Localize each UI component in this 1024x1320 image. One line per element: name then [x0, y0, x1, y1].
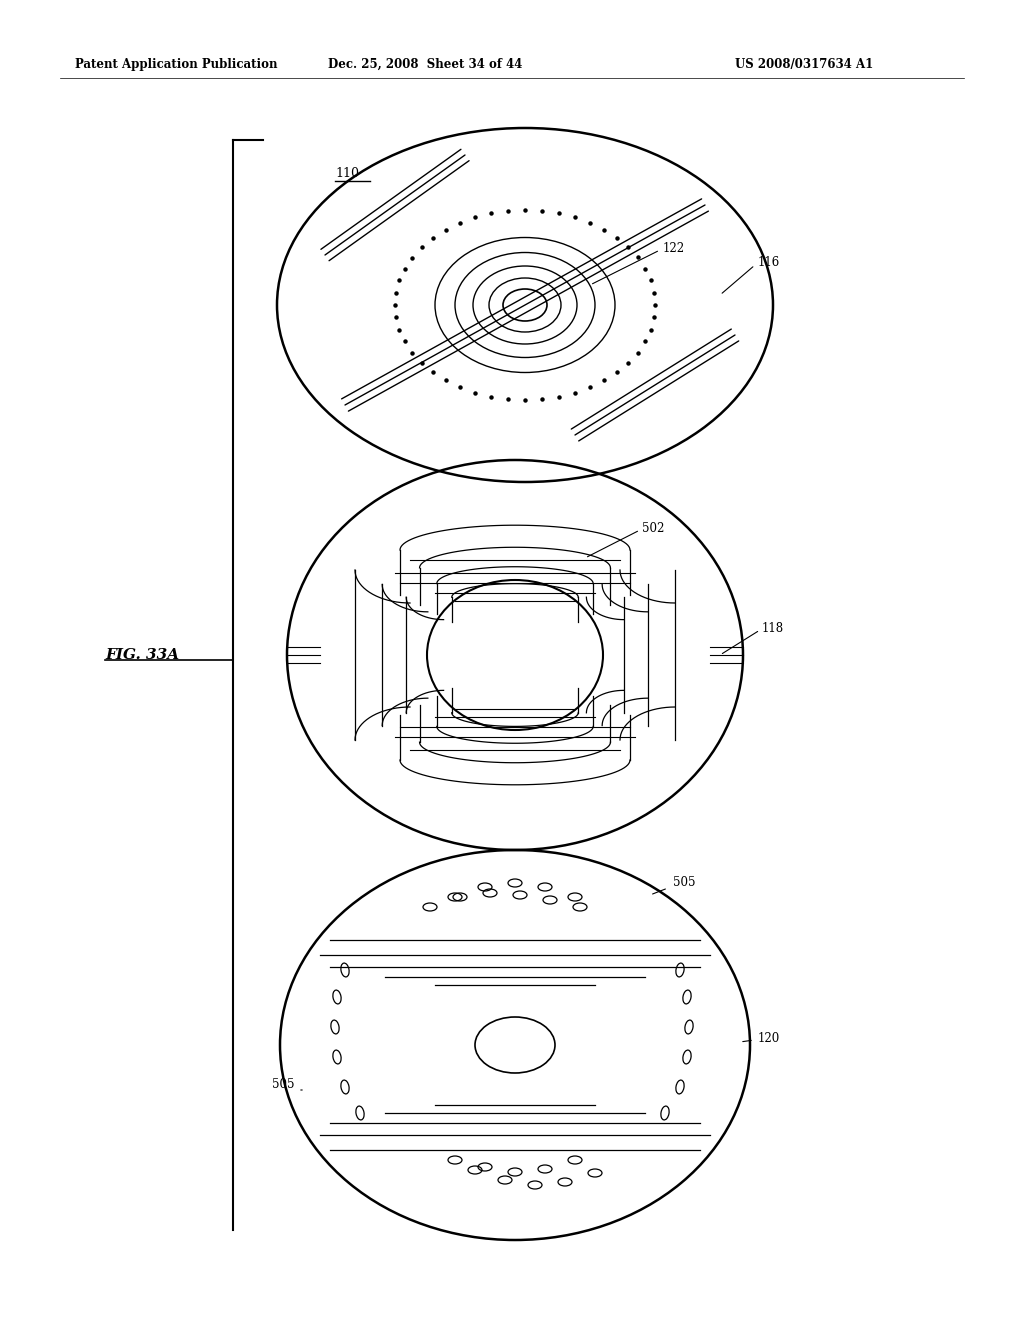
Text: 118: 118	[762, 622, 784, 635]
Text: Patent Application Publication: Patent Application Publication	[75, 58, 278, 71]
Text: Dec. 25, 2008  Sheet 34 of 44: Dec. 25, 2008 Sheet 34 of 44	[328, 58, 522, 71]
Text: 116: 116	[758, 256, 780, 269]
Text: FIG. 33A: FIG. 33A	[105, 648, 179, 663]
Text: 505: 505	[673, 876, 695, 890]
Text: 110: 110	[335, 168, 359, 180]
Text: 502: 502	[642, 521, 665, 535]
Text: US 2008/0317634 A1: US 2008/0317634 A1	[735, 58, 873, 71]
Text: 122: 122	[663, 242, 685, 255]
Text: 120: 120	[758, 1031, 780, 1044]
Text: 505: 505	[272, 1078, 295, 1092]
